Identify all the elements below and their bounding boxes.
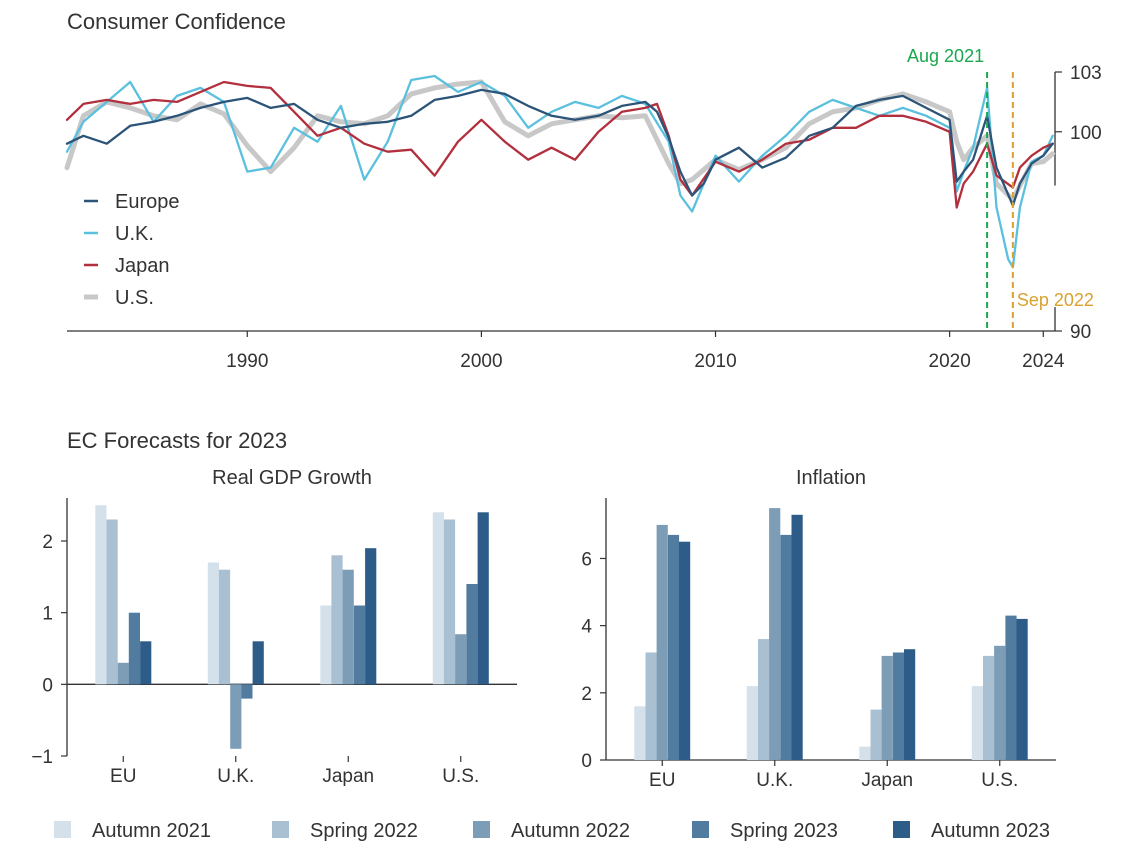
y-tick-label: 2 [42, 532, 53, 553]
legend-swatch [54, 821, 71, 838]
subplot-title: Inflation [796, 467, 866, 489]
bar [780, 534, 792, 760]
bar [128, 612, 140, 685]
series-line-us [64, 79, 1056, 202]
bar-legend: Autumn 2021 Spring 2022 Autumn 2022 Spring … [54, 820, 1050, 842]
bar [477, 512, 489, 685]
legend-label: Japan [115, 255, 170, 277]
y-tick-label: 0 [581, 751, 592, 772]
bar [320, 605, 332, 685]
legend-label: Spring 2023 [730, 820, 838, 842]
bar [971, 686, 983, 760]
y-tick-label: 4 [581, 617, 592, 638]
x-tick-label: Japan [861, 770, 913, 791]
legend-label: Autumn 2022 [511, 820, 630, 842]
x-tick-label: 2020 [929, 351, 971, 372]
legend-swatch [692, 821, 709, 838]
x-tick-label: 2024 [1022, 351, 1065, 372]
inflation-chart: Inflation 0 2 4 6 EU U.K. Japan U.S. [581, 467, 1056, 791]
y-tick-label: 2 [581, 684, 592, 705]
bar [769, 508, 781, 760]
bar [758, 639, 770, 760]
bar [994, 645, 1006, 760]
legend-swatch [272, 821, 289, 838]
bar [443, 519, 456, 685]
bar [746, 686, 758, 760]
bar [455, 634, 467, 685]
bar [634, 706, 646, 760]
bar [679, 541, 691, 760]
legend-swatch [893, 821, 910, 838]
legend-label: U.K. [115, 223, 154, 245]
x-tick-label: EU [649, 770, 675, 791]
x-tick-label: 2000 [460, 351, 502, 372]
bar [904, 649, 916, 760]
legend-label: Autumn 2021 [92, 820, 211, 842]
x-tick-label: 2010 [694, 351, 736, 372]
bar [230, 684, 242, 749]
bar [892, 652, 905, 760]
bar [1005, 615, 1017, 760]
x-tick-label: Japan [322, 766, 374, 787]
legend-swatch [473, 821, 490, 838]
bar [645, 652, 657, 760]
bar [1016, 618, 1028, 760]
x-tick-label: U.S. [981, 770, 1018, 791]
bar [365, 548, 377, 685]
x-tick-label: U.K. [756, 770, 793, 791]
bar [207, 562, 219, 685]
bar [252, 641, 264, 685]
y-tick-label: 0 [42, 675, 53, 696]
bar [881, 655, 893, 760]
bar [140, 641, 152, 685]
bar [106, 519, 118, 685]
top-title: Consumer Confidence [67, 9, 286, 34]
x-tick-label: U.K. [217, 766, 254, 787]
bar [656, 524, 668, 760]
subplot-title: Real GDP Growth [212, 467, 372, 489]
series-line-europe [65, 88, 1054, 207]
legend-label: Europe [115, 191, 180, 213]
bar [667, 534, 680, 760]
gdp-growth-chart: Real GDP Growth −1 0 1 2 EU U.K. Japan U.S. [31, 467, 517, 787]
y-tick-label: −1 [31, 747, 53, 768]
bar [432, 512, 444, 685]
y-tick-label: 103 [1070, 63, 1102, 84]
bar [870, 709, 882, 760]
x-tick-label: 1990 [226, 351, 268, 372]
y-tick-label: 6 [581, 549, 592, 570]
legend-label: Spring 2022 [310, 820, 418, 842]
annotation-label-aug-2021: Aug 2021 [907, 46, 984, 66]
legend-label: Autumn 2023 [931, 820, 1050, 842]
bar [241, 684, 253, 699]
bar [353, 605, 366, 685]
legend-label: U.S. [115, 287, 154, 309]
bar [342, 569, 354, 685]
bar [466, 584, 478, 685]
y-tick-label: 90 [1070, 322, 1091, 343]
y-tick-label: 1 [42, 604, 53, 625]
bar [95, 505, 107, 685]
series-line-japan [65, 80, 1054, 209]
bar [218, 569, 231, 685]
bar [117, 662, 129, 685]
bar [331, 555, 343, 685]
x-tick-label: EU [110, 766, 136, 787]
y-tick-label: 100 [1070, 123, 1102, 144]
bar [983, 655, 995, 760]
bar [791, 514, 803, 760]
bottom-title: EC Forecasts for 2023 [67, 428, 287, 453]
x-tick-label: U.S. [442, 766, 479, 787]
series-line-uk [65, 74, 1054, 269]
bar [859, 746, 871, 760]
annotation-label-sep-2022: Sep 2022 [1017, 290, 1094, 310]
